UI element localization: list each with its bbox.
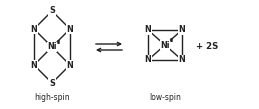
Text: S: S — [49, 7, 55, 15]
Text: Ni: Ni — [160, 41, 170, 49]
Text: high-spin: high-spin — [34, 93, 70, 101]
Text: Ni: Ni — [47, 43, 57, 51]
Text: N: N — [31, 60, 37, 70]
Text: N: N — [31, 25, 37, 33]
Text: low-spin: low-spin — [149, 93, 181, 101]
Text: II: II — [169, 37, 174, 43]
Text: N: N — [179, 26, 185, 35]
Text: N: N — [145, 26, 151, 35]
Text: N: N — [67, 25, 73, 33]
Text: S: S — [49, 78, 55, 88]
Text: + 2S: + 2S — [196, 43, 218, 51]
Text: N: N — [179, 55, 185, 65]
Text: II: II — [56, 39, 61, 44]
Text: N: N — [145, 55, 151, 65]
Text: N: N — [67, 60, 73, 70]
